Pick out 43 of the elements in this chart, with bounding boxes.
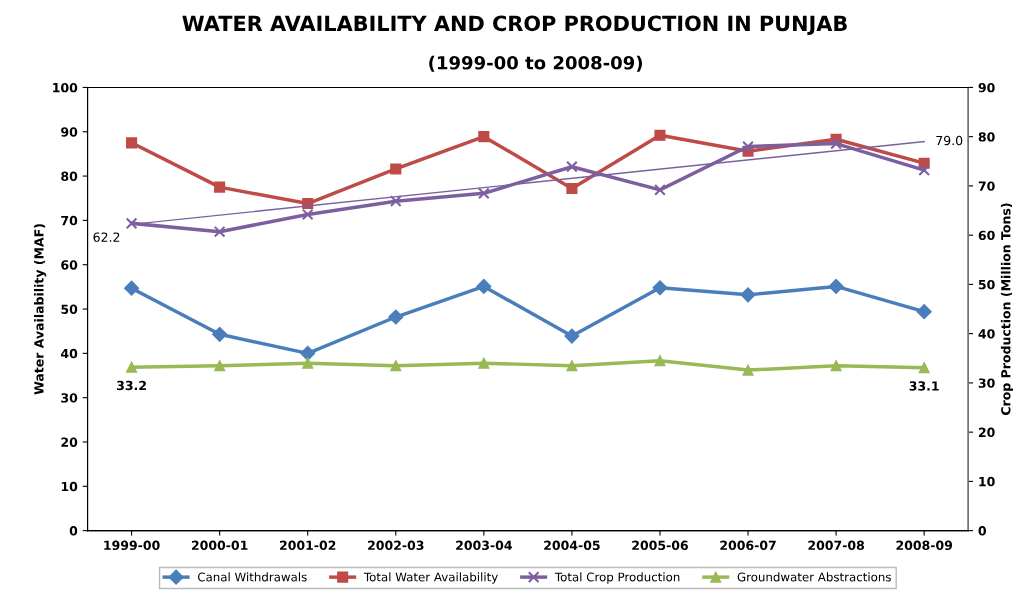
data-label: 33.2 bbox=[117, 380, 146, 391]
y-tick-label: 60 bbox=[61, 260, 78, 270]
y-axis-title: Water Availability (MAF) bbox=[33, 224, 47, 395]
data-label: 62.2 bbox=[93, 232, 120, 242]
y2-tick-label: 50 bbox=[978, 279, 995, 290]
y-tick-label: 10 bbox=[61, 481, 78, 492]
y2-axis-title: Crop Production (Million Tons) bbox=[1000, 203, 1013, 415]
y-tick-label: 30 bbox=[61, 393, 78, 403]
data-label: 33.1 bbox=[909, 381, 939, 391]
y-tick-label: 50 bbox=[61, 304, 78, 314]
y-tick-label: 70 bbox=[61, 215, 78, 226]
x-tick-label: 1999-00 bbox=[104, 540, 160, 551]
x-tick-label: 2001-02 bbox=[280, 540, 336, 551]
legend-label: Total Crop Production bbox=[554, 572, 680, 584]
legend-label: Canal Withdrawals bbox=[197, 572, 307, 582]
y-tick-label: 90 bbox=[61, 127, 78, 137]
y2-tick-label: 0 bbox=[978, 526, 987, 536]
y2-tick-label: 40 bbox=[978, 329, 995, 339]
y2-tick-label: 10 bbox=[979, 476, 995, 487]
y2-tick-label: 20 bbox=[978, 427, 995, 438]
y2-tick-label: 90 bbox=[978, 82, 995, 93]
x-tick-label: 2000-01 bbox=[191, 540, 248, 551]
y2-tick-label: 60 bbox=[978, 230, 995, 241]
y-tick-label: 0 bbox=[69, 526, 78, 536]
data-label: 79.0 bbox=[936, 135, 963, 146]
x-tick-label: 2003-04 bbox=[456, 540, 512, 551]
chart-subtitle: (1999-00 to 2008-09) bbox=[429, 55, 642, 72]
y2-tick-label: 30 bbox=[978, 378, 995, 388]
x-tick-label: 2007-08 bbox=[808, 540, 865, 551]
x-tick-label: 2005-06 bbox=[632, 540, 688, 551]
y2-tick-label: 70 bbox=[978, 181, 995, 191]
y-tick-label: 20 bbox=[61, 437, 78, 447]
y-tick-label: 80 bbox=[61, 171, 78, 181]
x-tick-label: 2008-09 bbox=[896, 540, 953, 551]
x-tick-label: 2006-07 bbox=[720, 540, 776, 551]
legend-label: Groundwater Abstractions bbox=[737, 572, 891, 582]
x-tick-label: 2004-05 bbox=[544, 540, 600, 551]
x-tick-label: 2002-03 bbox=[368, 540, 424, 551]
y-tick-label: 40 bbox=[61, 348, 78, 359]
chart-title: WATER AVAILABILITY AND CROP PRODUCTION IN PUNJAB bbox=[182, 15, 847, 36]
y-tick-label: 100 bbox=[53, 82, 78, 93]
y2-tick-label: 80 bbox=[978, 132, 995, 142]
legend-label: Total Water Availability bbox=[363, 572, 498, 584]
